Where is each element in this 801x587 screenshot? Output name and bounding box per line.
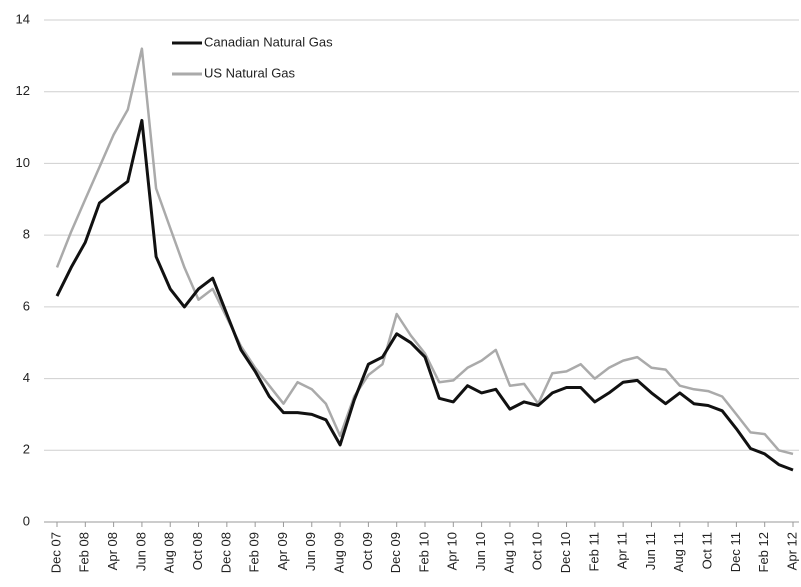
x-tick-label: Dec 11 xyxy=(728,532,743,572)
x-tick-label: Jun 09 xyxy=(303,532,318,571)
x-tick-label: Feb 09 xyxy=(247,532,262,572)
x-tick-label: Feb 10 xyxy=(416,532,431,572)
y-tick-label: 0 xyxy=(23,513,30,528)
x-tick-label: Apr 10 xyxy=(445,532,460,570)
x-tick-label: Dec 10 xyxy=(558,532,573,573)
x-tick-label: Aug 09 xyxy=(332,532,347,573)
y-tick-label: 14 xyxy=(16,11,30,26)
x-tick-label: Jun 11 xyxy=(643,532,658,570)
legend-label: US Natural Gas xyxy=(204,65,296,80)
x-tick-label: Aug 11 xyxy=(671,532,686,572)
x-tick-label: Aug 10 xyxy=(501,532,516,573)
x-tick-label: Jun 10 xyxy=(473,532,488,571)
x-tick-label: Oct 11 xyxy=(700,532,715,569)
x-tick-label: Feb 08 xyxy=(77,532,92,572)
y-tick-label: 8 xyxy=(23,227,30,242)
x-tick-label: Dec 09 xyxy=(388,532,403,573)
x-tick-label: Feb 11 xyxy=(586,532,601,572)
x-tick-label: Apr 12 xyxy=(784,532,799,570)
y-tick-label: 10 xyxy=(16,155,30,170)
y-tick-label: 12 xyxy=(16,83,30,98)
x-tick-label: Aug 08 xyxy=(162,532,177,573)
x-tick-label: Oct 10 xyxy=(530,532,545,570)
y-tick-label: 6 xyxy=(23,298,30,313)
y-tick-label: 2 xyxy=(23,442,30,457)
x-tick-label: Dec 08 xyxy=(218,532,233,573)
legend-label: Canadian Natural Gas xyxy=(204,34,333,49)
x-tick-label: Apr 09 xyxy=(275,532,290,570)
x-tick-label: Dec 07 xyxy=(48,532,63,573)
y-tick-label: 4 xyxy=(23,370,30,385)
x-tick-label: Apr 08 xyxy=(105,532,120,570)
line-series xyxy=(55,118,794,472)
x-tick-label: Apr 11 xyxy=(615,532,630,569)
x-tick-label: Oct 08 xyxy=(190,532,205,570)
x-tick-label: Jun 08 xyxy=(133,532,148,571)
x-tick-label: Feb 12 xyxy=(756,532,771,572)
x-tick-label: Oct 09 xyxy=(360,532,375,570)
line-series xyxy=(55,47,794,456)
